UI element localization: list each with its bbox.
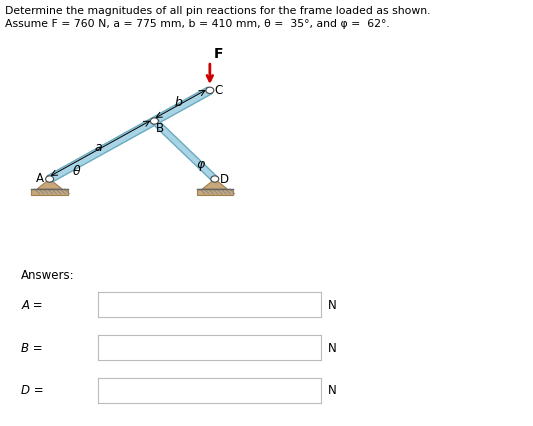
Text: B =: B = [21,341,43,354]
Circle shape [211,176,219,183]
Polygon shape [37,180,62,190]
Text: D: D [220,173,229,186]
Polygon shape [202,180,228,190]
Text: F: F [214,47,223,61]
Text: a: a [95,140,102,153]
Circle shape [150,118,158,125]
Circle shape [46,176,53,183]
Bar [31,190,68,196]
Polygon shape [47,88,213,183]
Text: A =: A = [21,298,43,311]
Text: B: B [156,122,164,135]
Text: Assume F = 760 N, a = 775 mm, b = 410 mm, θ =  35°, and φ =  62°.: Assume F = 760 N, a = 775 mm, b = 410 mm… [5,19,390,29]
Polygon shape [151,120,217,181]
Text: Answers:: Answers: [21,268,75,281]
Text: A: A [36,172,44,185]
Text: D =: D = [21,383,44,396]
Text: θ: θ [72,165,80,178]
Text: N: N [328,383,336,396]
Text: i: i [83,341,87,354]
Bar [197,190,233,196]
Text: i: i [83,384,87,397]
Circle shape [206,88,214,94]
Text: i: i [83,299,87,311]
Text: b: b [175,96,183,109]
Text: φ: φ [197,158,205,171]
Text: N: N [328,298,336,311]
Text: C: C [214,84,222,97]
Text: Determine the magnitudes of all pin reactions for the frame loaded as shown.: Determine the magnitudes of all pin reac… [5,6,431,16]
Text: N: N [328,341,336,354]
